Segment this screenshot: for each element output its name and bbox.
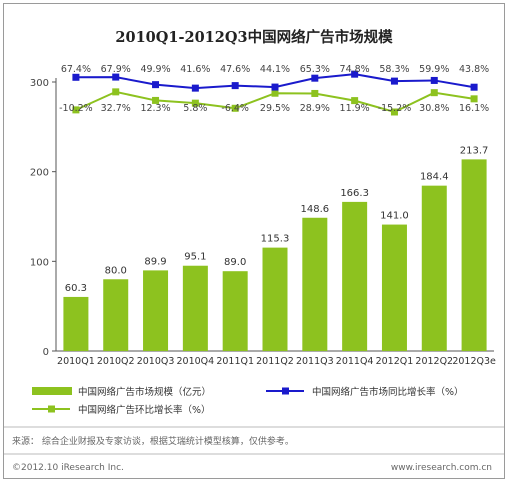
bar-value-label: 60.3 [65, 283, 87, 294]
x-tick-label: 2011Q1 [216, 356, 254, 367]
bar [302, 217, 328, 351]
y-tick-label: 0 [43, 347, 49, 358]
chart-frame: 2010Q1-2012Q3中国网络广告市场规模 0 100 200 300 2010Q1… [3, 3, 505, 479]
y-tick-label: 300 [30, 78, 49, 89]
bar [461, 159, 487, 351]
qoq-growth-point [231, 104, 239, 112]
bar [63, 296, 89, 351]
qoq-value-label: 12.3% [140, 103, 170, 114]
yoy-growth-point [112, 73, 120, 81]
yoy-value-label: 47.6% [220, 64, 250, 75]
bar [222, 271, 248, 351]
yoy-value-label: 43.8% [459, 64, 489, 75]
x-tick-label: 2010Q3 [137, 356, 175, 367]
bar-value-label: 141.0 [380, 211, 409, 222]
chart-title: 2010Q1-2012Q3中国网络广告市场规模 [115, 28, 393, 46]
legend-label-bar: 中国网络广告市场规模（亿元） [78, 386, 211, 398]
legend: 中国网络广告市场规模（亿元） 中国网络广告市场同比增长率（%） 中国网络广告环比增长… [32, 386, 464, 416]
yoy-growth-point [351, 70, 359, 78]
bar [381, 224, 407, 351]
yoy-value-label: 49.9% [140, 64, 170, 75]
yoy-value-label: 65.3% [300, 64, 330, 75]
yoy-value-label: 67.4% [61, 64, 91, 75]
yoy-growth-point [72, 73, 80, 81]
bar [143, 270, 169, 351]
qoq-growth-point [430, 89, 438, 97]
bar-value-label: 166.3 [340, 188, 369, 199]
legend-marker-yoy [282, 387, 289, 395]
yoy-value-label: 58.3% [379, 64, 409, 75]
bar-value-label: 89.0 [224, 257, 246, 268]
yoy-growth-point [430, 76, 438, 84]
yoy-value-label: 41.6% [180, 64, 210, 75]
qoq-value-label: -15.2% [378, 103, 412, 114]
x-tick-label: 2011Q2 [256, 356, 294, 367]
y-tick-label: 200 [30, 168, 49, 179]
qoq-growth-point [112, 88, 120, 96]
x-tick-label: 2011Q3 [296, 356, 334, 367]
qoq-growth-point [72, 106, 80, 114]
x-tick-label: 2010Q4 [177, 356, 215, 367]
chart-svg: 2010Q1-2012Q3中国网络广告市场规模 0 100 200 300 2010Q1… [4, 28, 504, 473]
bar-value-label: 89.9 [144, 256, 166, 267]
yoy-growth-point [191, 84, 199, 92]
axes: 0 100 200 300 2010Q1 2010Q2 2010Q3 2010Q4 2011Q1… [30, 78, 496, 367]
legend-swatch-bar [32, 387, 72, 395]
x-tick-label: 2012Q3e [452, 356, 496, 367]
x-tick-label: 2012Q2 [415, 356, 453, 367]
bar [103, 279, 129, 351]
qoq-value-label: 29.5% [260, 103, 290, 114]
yoy-value-label: 44.1% [260, 64, 290, 75]
yoy-growth-point [271, 83, 279, 91]
bar [182, 265, 208, 351]
x-tick-label: 2010Q1 [57, 356, 95, 367]
bar-value-label: 80.0 [105, 265, 127, 276]
qoq-value-label: 32.7% [101, 103, 131, 114]
legend-marker-qoq [48, 405, 55, 413]
bar-value-label: 184.4 [420, 172, 449, 183]
qoq-growth-point [152, 96, 160, 104]
legend-label-qoq: 中国网络广告环比增长率（%） [78, 404, 211, 416]
legend-label-yoy: 中国网络广告市场同比增长率（%） [312, 386, 464, 398]
lines: 67.4% 67.9% 49.9% 41.6% 47.6% 44.1% 65.3% 74.8%… [59, 64, 489, 116]
copyright: ©2012.10 iResearch Inc. [12, 463, 124, 473]
bar [262, 247, 288, 351]
qoq-growth-point [390, 108, 398, 116]
x-tick-label: 2011Q4 [336, 356, 374, 367]
qoq-value-label: -10.2% [59, 103, 93, 114]
yoy-value-label: 74.8% [340, 64, 370, 75]
yoy-value-label: 67.9% [101, 64, 131, 75]
qoq-growth-point [351, 97, 359, 105]
qoq-growth-point [470, 95, 478, 103]
qoq-value-label: 11.9% [340, 103, 370, 114]
bar-value-label: 95.1 [184, 252, 206, 263]
x-tick-label: 2012Q1 [376, 356, 414, 367]
qoq-value-label: 28.9% [300, 103, 330, 114]
yoy-growth-point [152, 81, 160, 89]
bar [342, 201, 368, 351]
bar-value-label: 148.6 [300, 204, 329, 215]
y-tick-label: 100 [30, 257, 49, 268]
yoy-growth-point [470, 83, 478, 91]
qoq-growth-point [191, 99, 199, 107]
qoq-growth-point [271, 89, 279, 97]
yoy-growth-point [390, 77, 398, 85]
bar-value-label: 213.7 [460, 145, 489, 156]
bar [421, 185, 447, 351]
source-note: 来源： 综合企业财报及专家访谈，根据艾瑞统计模型核算，仅供参考。 [12, 435, 294, 447]
yoy-value-label: 59.9% [419, 64, 449, 75]
website: www.iresearch.com.cn [391, 463, 492, 473]
yoy-growth-point [311, 74, 319, 82]
qoq-value-label: 5.8% [183, 103, 207, 114]
bar-value-label: 115.3 [261, 234, 290, 245]
yoy-growth-point [231, 82, 239, 90]
qoq-value-label: 16.1% [459, 103, 489, 114]
x-tick-label: 2010Q2 [97, 356, 135, 367]
qoq-growth-point [311, 89, 319, 97]
qoq-value-label: -6.4% [221, 103, 249, 114]
qoq-value-label: 30.8% [419, 103, 449, 114]
bars: 60.3 80.0 89.9 95.1 89.0 115.3 148.6 166.3 141.0… [63, 145, 488, 351]
